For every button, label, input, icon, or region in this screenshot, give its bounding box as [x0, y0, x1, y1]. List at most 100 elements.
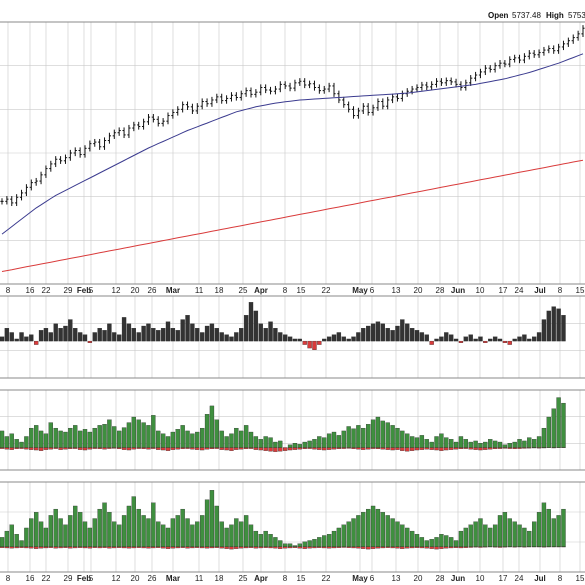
indicator-1-down-bar-56 — [273, 447, 278, 452]
volume-bar-108 — [527, 338, 532, 342]
indicator-2-down-bar-86 — [419, 546, 425, 549]
indicator-1-bar-62 — [302, 441, 307, 448]
indicator-1-down-bar-44 — [214, 447, 219, 449]
indicator-2-down-bar-96 — [468, 546, 473, 548]
volume-bar-13 — [63, 325, 68, 342]
indicator-1-bar-37 — [180, 425, 185, 448]
indicator-2-down-bar-25 — [121, 546, 127, 549]
indicator-2-down-bar-15 — [73, 546, 78, 549]
top-tick-19: 13 — [392, 286, 401, 295]
indicator-2-bar-64 — [312, 539, 317, 547]
indicator-1-down-bar-86 — [419, 447, 425, 450]
top-tick-27: 8 — [558, 286, 563, 295]
indicator-2-down-bar-22 — [107, 546, 112, 549]
indicator-2-down-bar-94 — [458, 546, 464, 549]
indicator-2-down-bar-37 — [180, 546, 185, 548]
volume-bar-46 — [224, 334, 229, 342]
volume-bar-27 — [131, 328, 136, 342]
top-tick-23: 10 — [476, 286, 485, 295]
volume-bar-48 — [234, 332, 239, 342]
volume-histogram — [0, 302, 566, 350]
indicator-2-bar-45 — [219, 521, 224, 547]
header: Open 5737.48 High 5753. — [488, 11, 585, 20]
indicator-1-down-bar-7 — [34, 447, 39, 451]
indicator-1-bar-106 — [517, 439, 522, 448]
indicator-1-down-bar-94 — [458, 447, 464, 449]
bottom-tick-3: 29 — [64, 574, 73, 583]
indicator-1-bar-15 — [73, 425, 78, 448]
indicator-2-down-bar-51 — [248, 546, 254, 548]
bottom-tick-6: 12 — [112, 574, 121, 583]
bottom-tick-4: Feb — [77, 574, 91, 583]
indicator-1-bar-56 — [273, 441, 278, 448]
indicator-2-down-bar-40 — [195, 546, 200, 548]
bottom-tick-9: Mar — [166, 574, 180, 583]
volume-bar-63 — [307, 340, 312, 349]
indicator-2-down-bar-44 — [214, 546, 219, 548]
volume-bar-56 — [273, 328, 278, 342]
indicator-2-bar-90 — [439, 534, 444, 547]
indicator-1-bar-115 — [561, 402, 566, 448]
indicator-2-down-bar-75 — [366, 546, 371, 550]
indicator-1-down-bar-72 — [351, 447, 356, 449]
volume-bar-43 — [209, 323, 215, 342]
bottom-tick-24: 17 — [499, 574, 508, 583]
indicator-2-bar-23 — [112, 521, 117, 547]
indicator-2-bar-76 — [370, 505, 376, 547]
indicator-2-bar-108 — [527, 530, 532, 547]
indicator-2-bar-72 — [351, 518, 356, 547]
indicator-1-down-bar-36 — [175, 447, 180, 450]
indicator-2-bar-70 — [341, 524, 346, 547]
indicator-2-bar-100 — [488, 527, 493, 547]
indicator-1-down-bar-100 — [488, 447, 493, 450]
volume-bar-61 — [297, 338, 302, 342]
indicator-2-down-bar-28 — [136, 546, 141, 548]
indicator-1-bar-24 — [117, 430, 122, 448]
volume-bar-87 — [424, 334, 429, 342]
volume-bar-28 — [136, 332, 141, 342]
indicator-1-bar-49 — [239, 430, 244, 448]
indicator-2-down-bar-34 — [165, 546, 171, 549]
indicator-1-bar-10 — [48, 422, 53, 448]
volume-bar-81 — [395, 325, 400, 342]
indicator-1-bar-48 — [234, 427, 239, 448]
indicator-1-down-bar-60 — [292, 447, 298, 450]
indicator-2-bar-37 — [180, 508, 185, 547]
bottom-tick-10: 11 — [195, 574, 204, 583]
indicator-2-bar-49 — [239, 521, 244, 547]
indicator-1-down-bar-41 — [200, 447, 205, 451]
indicator-1-down-bar-19 — [92, 447, 97, 449]
indicator-2-bar-29 — [141, 515, 146, 547]
top-tick-4: Feb — [77, 286, 91, 295]
indicator-2-bar-110 — [536, 512, 542, 547]
top-tick-3: 29 — [64, 286, 73, 295]
indicator-2-down-bar-89 — [434, 546, 439, 550]
top-tick-15: 15 — [297, 286, 306, 295]
indicator-1-down-bar-110 — [536, 447, 542, 449]
volume-bar-89 — [434, 338, 439, 342]
indicator-2-down-bar-71 — [346, 546, 351, 548]
volume-bar-91 — [444, 332, 449, 342]
volume-bar-8 — [38, 330, 44, 342]
top-tick-14: 8 — [283, 286, 288, 295]
volume-bar-70 — [341, 336, 346, 342]
indicator-2-bar-79 — [385, 515, 390, 547]
volume-bar-35 — [170, 328, 176, 342]
indicator-1-down-bar-70 — [341, 447, 346, 449]
indicator-1-down-bar-47 — [229, 447, 234, 451]
indicator-2-bar-68 — [331, 530, 337, 547]
indicator-2-down-bar-77 — [375, 546, 381, 549]
indicator-1-bar-23 — [112, 426, 117, 448]
indicator-1-bar-52 — [253, 436, 259, 448]
volume-bar-92 — [449, 334, 454, 342]
indicator-2-bar-88 — [429, 539, 434, 547]
indicator-1-bar-19 — [92, 427, 97, 448]
bottom-tick-25: 24 — [515, 574, 524, 583]
bottom-tick-5: 5 — [89, 574, 94, 583]
indicator-1-bar-81 — [395, 427, 400, 448]
indicator-2-bar-85 — [414, 534, 420, 547]
bottom-tick-14: 8 — [283, 574, 288, 583]
indicator-2-bar-109 — [532, 521, 537, 547]
indicator-1-bar-40 — [195, 431, 200, 448]
indicator-2-bar-32 — [156, 521, 161, 547]
